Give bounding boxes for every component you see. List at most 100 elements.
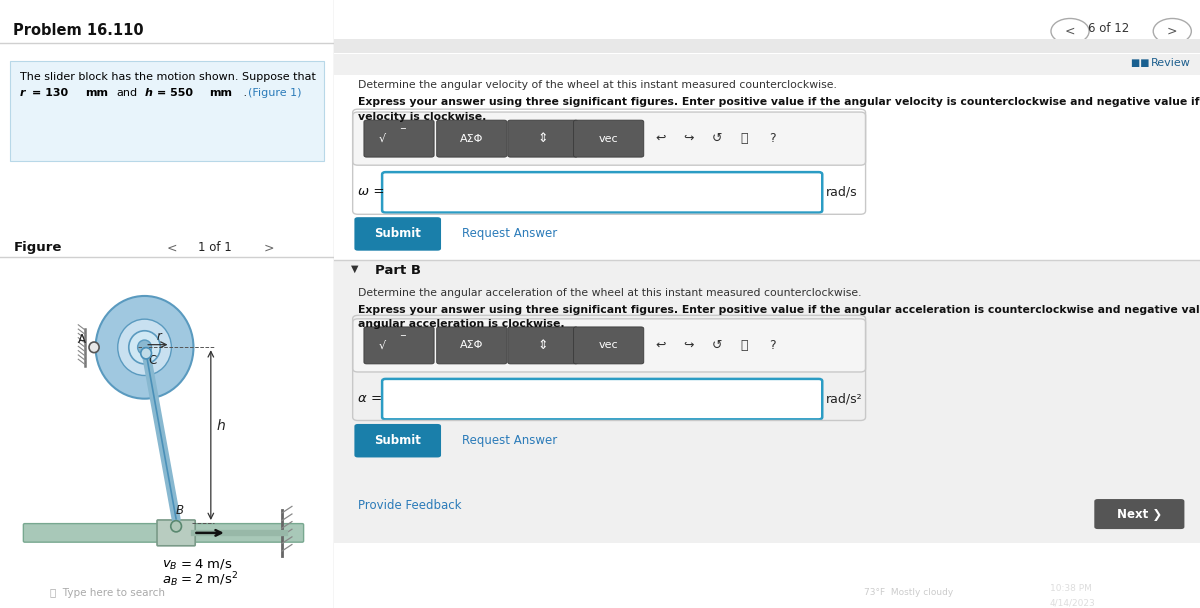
Text: .: . (240, 88, 250, 98)
Text: Request Answer: Request Answer (462, 227, 557, 240)
Circle shape (138, 340, 151, 354)
Text: Submit: Submit (374, 434, 421, 447)
Text: <: < (1064, 25, 1075, 38)
Text: Review: Review (1151, 58, 1190, 67)
FancyBboxPatch shape (508, 120, 578, 157)
Text: ω =: ω = (358, 185, 384, 198)
Text: Figure: Figure (13, 241, 61, 254)
Text: ?: ? (769, 339, 775, 352)
Text: angular acceleration is clockwise.: angular acceleration is clockwise. (358, 319, 564, 330)
Text: Request Answer: Request Answer (462, 434, 557, 447)
Text: ⎘: ⎘ (740, 339, 748, 352)
Text: ?: ? (769, 132, 775, 145)
Text: ↪: ↪ (684, 339, 694, 352)
Text: 73°F  Mostly cloudy: 73°F Mostly cloudy (864, 589, 953, 597)
Text: 🔍  Type here to search: 🔍 Type here to search (50, 588, 166, 598)
Text: ↺: ↺ (712, 132, 721, 145)
Text: ΑΣΦ: ΑΣΦ (460, 134, 484, 143)
FancyBboxPatch shape (353, 319, 865, 372)
Text: 6 of 12: 6 of 12 (1087, 22, 1129, 35)
Text: Submit: Submit (374, 227, 421, 240)
Text: Express your answer using three significant figures. Enter positive value if the: Express your answer using three signific… (358, 97, 1200, 107)
Circle shape (1153, 18, 1192, 44)
FancyBboxPatch shape (354, 424, 442, 457)
Text: Determine the angular acceleration of the wheel at this instant measured counter: Determine the angular acceleration of th… (358, 288, 862, 298)
Text: and: and (116, 88, 137, 98)
Text: >: > (264, 241, 274, 254)
FancyBboxPatch shape (574, 327, 643, 364)
Text: C: C (149, 354, 156, 367)
Text: ΑΣΦ: ΑΣΦ (460, 340, 484, 350)
Text: ↪: ↪ (684, 132, 694, 145)
Circle shape (89, 342, 100, 353)
FancyBboxPatch shape (23, 523, 304, 542)
FancyBboxPatch shape (437, 120, 506, 157)
Text: ⇕: ⇕ (538, 339, 548, 352)
Text: rad/s: rad/s (826, 185, 857, 198)
Text: = 130: = 130 (32, 88, 76, 98)
Text: r: r (156, 330, 162, 343)
FancyBboxPatch shape (334, 54, 1200, 75)
Text: ↩: ↩ (656, 339, 666, 352)
Text: ↩: ↩ (656, 132, 666, 145)
FancyBboxPatch shape (10, 61, 324, 161)
Text: velocity is clockwise.: velocity is clockwise. (358, 112, 486, 122)
Text: = 550: = 550 (157, 88, 200, 98)
Circle shape (96, 296, 193, 399)
Text: $= 4\ \mathrm{m/s}$: $= 4\ \mathrm{m/s}$ (178, 557, 233, 571)
FancyBboxPatch shape (353, 112, 865, 165)
Text: Provide Feedback: Provide Feedback (358, 499, 461, 512)
Text: B: B (175, 503, 184, 517)
Text: >: > (1168, 25, 1177, 38)
Text: A: A (78, 333, 86, 347)
Text: ⎘: ⎘ (740, 132, 748, 145)
FancyBboxPatch shape (382, 172, 822, 213)
Text: Part B: Part B (376, 264, 421, 277)
FancyBboxPatch shape (364, 327, 434, 364)
Text: ▼: ▼ (350, 264, 359, 274)
Text: ⇕: ⇕ (538, 132, 548, 145)
Text: α =: α = (358, 392, 382, 405)
Text: 4/14/2023: 4/14/2023 (1050, 599, 1096, 608)
Text: vec: vec (599, 134, 618, 143)
Text: $v_B$: $v_B$ (162, 559, 178, 572)
Text: The slider block has the motion shown. Suppose that: The slider block has the motion shown. S… (20, 72, 316, 81)
Circle shape (1051, 18, 1090, 44)
Circle shape (128, 331, 161, 364)
Text: √: √ (378, 340, 385, 350)
Text: ⊞: ⊞ (10, 584, 25, 602)
Text: Problem 16.110: Problem 16.110 (13, 23, 144, 38)
Text: mm: mm (85, 88, 108, 98)
Circle shape (170, 520, 181, 532)
Text: $a_B$: $a_B$ (162, 575, 178, 589)
Text: (Figure 1): (Figure 1) (247, 88, 301, 98)
Text: ■■: ■■ (1130, 58, 1152, 67)
FancyBboxPatch shape (574, 120, 643, 157)
Text: <: < (167, 241, 178, 254)
Text: Next ❯: Next ❯ (1117, 508, 1162, 520)
Text: h: h (145, 88, 152, 98)
FancyBboxPatch shape (334, 40, 1200, 53)
FancyBboxPatch shape (334, 261, 1200, 543)
FancyBboxPatch shape (354, 217, 442, 250)
Text: √: √ (378, 134, 385, 143)
Text: vec: vec (599, 340, 618, 350)
Text: 1 of 1: 1 of 1 (198, 241, 233, 254)
FancyBboxPatch shape (508, 327, 578, 364)
FancyBboxPatch shape (364, 120, 434, 157)
FancyBboxPatch shape (1094, 499, 1184, 529)
Text: ‾: ‾ (401, 128, 406, 138)
FancyBboxPatch shape (382, 379, 822, 420)
Text: 10:38 PM: 10:38 PM (1050, 584, 1092, 593)
Text: r: r (20, 88, 25, 98)
Text: $= 2\ \mathrm{m/s}^2$: $= 2\ \mathrm{m/s}^2$ (178, 571, 238, 589)
Circle shape (140, 348, 151, 359)
FancyBboxPatch shape (437, 327, 506, 364)
Text: Determine the angular velocity of the wheel at this instant measured countercloc: Determine the angular velocity of the wh… (358, 80, 836, 90)
Text: mm: mm (210, 88, 233, 98)
Circle shape (118, 319, 172, 376)
FancyBboxPatch shape (157, 520, 196, 546)
Text: rad/s²: rad/s² (826, 392, 863, 405)
Text: h: h (216, 419, 226, 433)
Text: Express your answer using three significant figures. Enter positive value if the: Express your answer using three signific… (358, 305, 1200, 315)
